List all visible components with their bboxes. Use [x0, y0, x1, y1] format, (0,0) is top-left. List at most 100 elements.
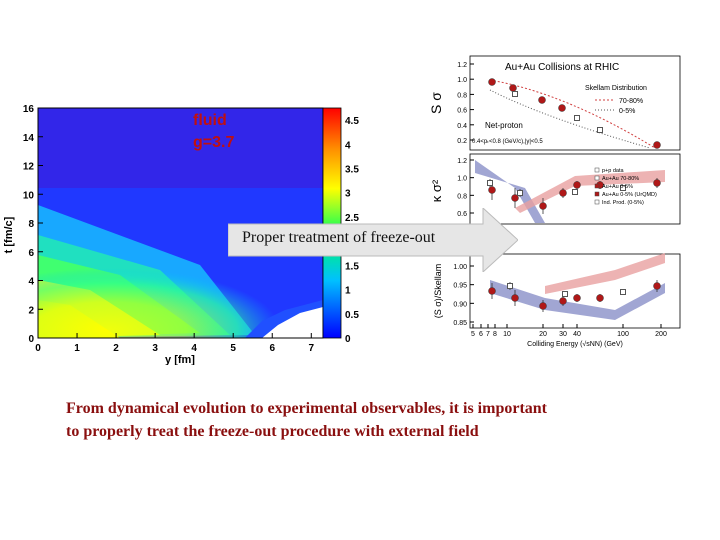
colorbar-tick-label: 3 [345, 189, 351, 200]
rhic-x-tick-label: 8 [493, 331, 497, 338]
heatmap-y-tick-label: 8 [28, 219, 34, 230]
open-square-marker [562, 291, 568, 297]
open-square-marker [572, 189, 578, 195]
rhic-y-tick-label: 0.8 [457, 193, 467, 200]
top-y-label: S σ [428, 92, 444, 114]
heatmap-y-tick-label: 10 [23, 190, 35, 201]
data-point-marker [653, 141, 661, 149]
bottom-red-band [545, 253, 665, 294]
heatmap-y-tick-label: 14 [23, 133, 35, 144]
legend-70-80: 70-80% [619, 98, 643, 105]
mid-legend-entry: Au+Au 70-80% [602, 176, 639, 182]
mid-legend-entry: Au+Au 0-5% (UrQMD) [602, 192, 657, 198]
skellam-legend-title: Skellam Distribution [585, 85, 647, 92]
caption-line-1: From dynamical evolution to experimental… [66, 400, 547, 417]
rhic-x-tick-label: 100 [617, 331, 629, 338]
open-square-marker [597, 127, 603, 133]
heatmap-x-tick-label: 0 [35, 343, 41, 354]
rhic-figure: Au+Au Collisions at RHIC Skellam Distrib… [425, 48, 685, 348]
rhic-y-tick-label: 0.95 [453, 283, 467, 290]
colorbar-tick-label: 1 [345, 286, 351, 297]
data-point-marker [539, 202, 547, 210]
data-point-marker [653, 179, 661, 187]
data-point-marker [488, 186, 496, 194]
heatmap-y-tick-label: 16 [23, 104, 35, 115]
freeze-out-label: Proper treatment of freeze-out [242, 229, 436, 246]
data-point-marker [573, 294, 581, 302]
bottom-blue-band [490, 280, 665, 320]
cuts-label: 0.4<pₜ<0.8 (GeV/c),|y|<0.5 [472, 139, 543, 145]
rhic-y-tick-label: 0.8 [457, 92, 467, 99]
heatmap-y-tick-label: 0 [28, 334, 34, 345]
heatmap-y-tick-label: 6 [28, 248, 34, 259]
rhic-x-tick-label: 20 [539, 331, 547, 338]
mid-legend: p+p data Au+Au 70-80% Au+Au 0-5% Au+Au 0-5%… [594, 167, 657, 206]
heatmap-y-tick-label: 2 [28, 305, 34, 316]
colorbar-tick-label: 4.5 [345, 116, 359, 127]
bottom-y-label: (S σ)/Skellam [433, 264, 443, 319]
heatmap-x-tick-label: 1 [74, 343, 80, 354]
heatmap-y-tick-label: 4 [28, 277, 34, 288]
heatmap-x-tick-label: 6 [269, 343, 275, 354]
rhic-x-tick-label: 40 [573, 331, 581, 338]
open-square-marker [512, 91, 518, 97]
heatmap-y-tick-label: 12 [23, 162, 35, 173]
arrow-shape [227, 206, 519, 274]
g-value-annotation: g=3.7 [193, 134, 234, 151]
open-square-marker [517, 190, 523, 196]
colorbar-tick-label: 0.5 [345, 310, 359, 321]
rhic-y-tick-label: 1.2 [457, 62, 467, 69]
heatmap-x-tick-label: 5 [230, 343, 236, 354]
net-proton-label: Net-proton [485, 121, 523, 130]
heatmap-y-label: t [fm/c] [3, 216, 15, 253]
rhic-title: Au+Au Collisions at RHIC [505, 62, 619, 73]
data-point-marker [558, 104, 566, 112]
rhic-y-tick-label: 0.6 [457, 211, 467, 218]
legend-0-5: 0-5% [619, 108, 635, 115]
rhic-x-tick-label: 10 [503, 331, 511, 338]
bottom-y-ticks: 1.00 0.95 0.90 0.85 [453, 264, 474, 327]
heatmap-plot-area [38, 108, 323, 338]
data-point-marker [488, 287, 496, 295]
rhic-y-tick-label: 0.6 [457, 108, 467, 115]
heatmap-x-tick-label: 3 [152, 343, 158, 354]
colorbar-tick-label: 1.5 [345, 261, 359, 272]
rhic-x-tick-label: 7 [486, 331, 490, 338]
freeze-out-arrow: Proper treatment of freeze-out [227, 206, 519, 274]
rhic-y-tick-label: 1.0 [457, 176, 467, 183]
mid-legend-entry: p+p data [602, 168, 625, 174]
colorbar-tick-label: 3.5 [345, 165, 359, 176]
heatmap-x-label: y [fm] [165, 354, 195, 365]
data-point-marker [488, 78, 496, 86]
data-point-marker [573, 181, 581, 189]
data-point-marker [559, 297, 567, 305]
open-square-marker [487, 180, 493, 186]
open-square-marker [620, 289, 626, 295]
top-panel-frame [469, 55, 681, 151]
top-y-ticks: 1.2 1.0 0.8 0.6 0.4 0.2 [457, 62, 474, 145]
heatmap-y-ticks: 0 2 4 6 8 10 12 14 16 [23, 104, 43, 345]
rhic-x-label: Colliding Energy (√sNN) (GeV) [527, 340, 623, 348]
heatmap-x-ticks: 0 1 2 3 4 5 6 7 [35, 333, 315, 354]
mid-y-ticks: 1.2 1.0 0.8 0.6 [457, 158, 474, 218]
mid-red-band [515, 170, 665, 213]
rhic-x-tick-label: 6 [479, 331, 483, 338]
data-point-marker [511, 294, 519, 302]
heatmap-x-tick-label: 2 [113, 343, 119, 354]
fluid-annotation: fluid [193, 112, 227, 129]
data-point-marker [539, 302, 547, 310]
data-point-marker [596, 294, 604, 302]
rhic-y-tick-label: 1.2 [457, 158, 467, 165]
rhic-x-tick-label: 200 [655, 331, 667, 338]
data-point-marker [538, 96, 546, 104]
data-point-marker [509, 84, 517, 92]
mid-y-label: κ σ² [429, 179, 444, 202]
open-square-marker [507, 283, 513, 289]
rhic-y-tick-label: 0.90 [453, 301, 467, 308]
open-square-marker [620, 185, 626, 191]
colorbar-tick-label: 0 [345, 334, 351, 345]
colorbar [322, 107, 342, 339]
heatmap-x-tick-label: 4 [191, 343, 197, 354]
